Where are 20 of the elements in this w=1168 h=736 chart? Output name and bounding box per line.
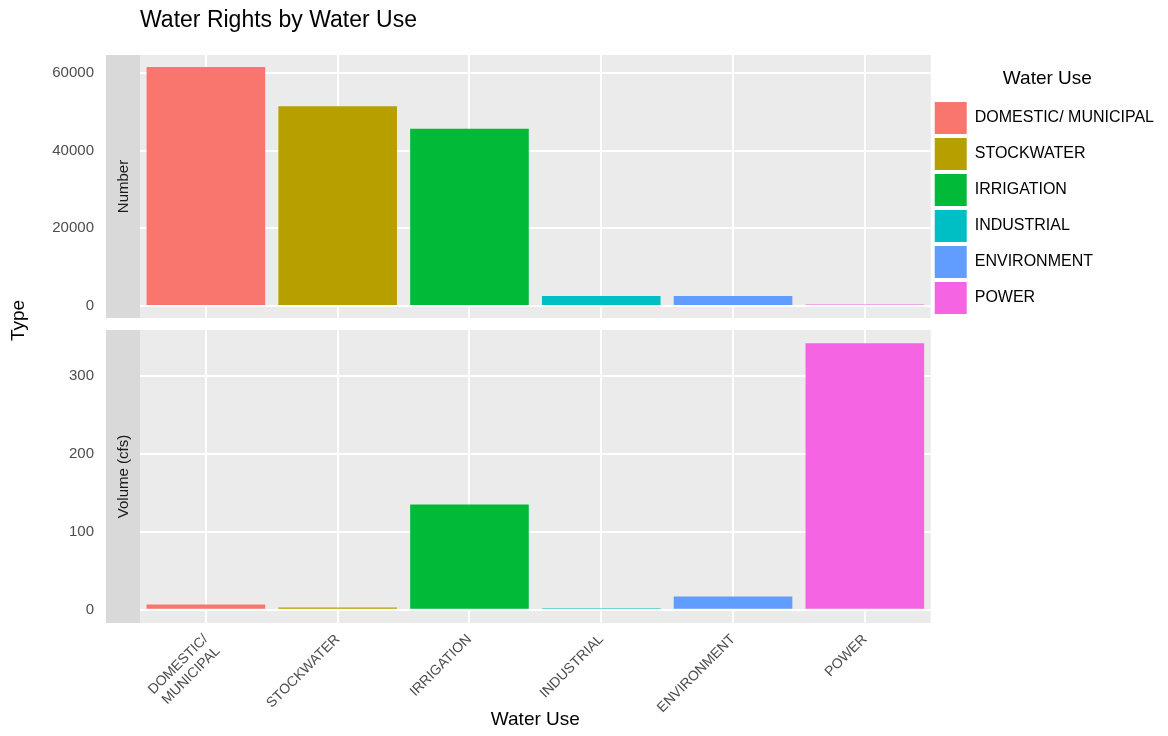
y-tick-label: 40000: [52, 140, 94, 158]
legend-title: Water Use: [1002, 66, 1092, 88]
y-tick-label: 20000: [52, 218, 94, 236]
legend-label: POWER: [974, 288, 1036, 306]
y-tick-label: 100: [68, 522, 94, 540]
y-tick-label: 300: [68, 366, 94, 384]
x-axis-title: Water Use: [490, 708, 580, 729]
text: Volume (cfs): [114, 434, 132, 519]
legend-label: INDUSTRIAL: [974, 216, 1070, 234]
legend-label: STOCKWATER: [974, 144, 1086, 162]
y-axis-title: Type: [7, 299, 29, 341]
y-tick-label: 0: [85, 296, 94, 314]
chart-title: Water Rights by Water Use: [140, 6, 417, 33]
y-tick-label: 200: [68, 444, 94, 462]
y-tick-label: 0: [85, 599, 94, 617]
legend-label: DOMESTIC/ MUNICIPAL: [974, 108, 1155, 126]
legend-label: IRRIGATION: [974, 180, 1067, 198]
legend-label: ENVIRONMENT: [974, 252, 1094, 270]
y-tick-label: 60000: [52, 62, 94, 80]
text: Number: [114, 159, 132, 214]
